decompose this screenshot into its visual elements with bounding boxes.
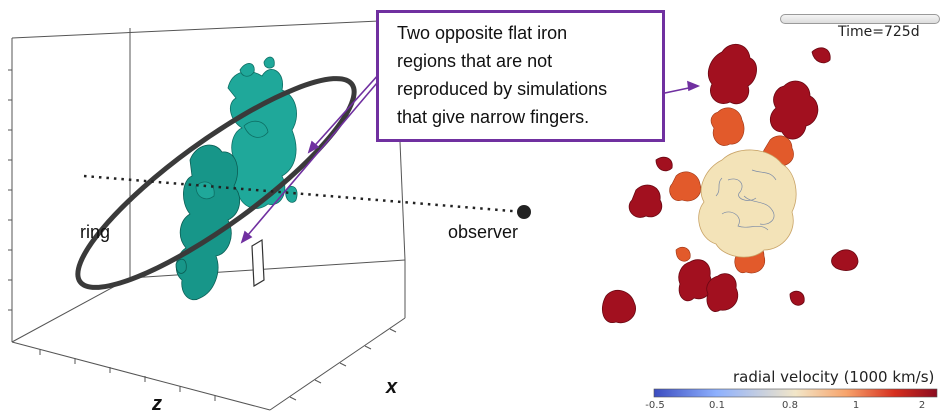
colorbar-tick: 2	[918, 400, 926, 411]
red-fingers	[602, 44, 859, 324]
simulation-render	[602, 44, 859, 324]
bounding-box	[11, 19, 406, 411]
colorbar-tick: 1	[852, 400, 860, 411]
callout-line: Two opposite flat iron	[397, 23, 568, 43]
colorbar-tick: 0.8	[782, 400, 798, 411]
colorbar	[653, 388, 938, 398]
axis-ticks	[8, 69, 397, 401]
core	[698, 149, 797, 258]
ring-label: ring	[80, 222, 111, 242]
orange-plumes	[669, 107, 794, 274]
observer-label: observer	[448, 222, 519, 242]
callout-line: that give narrow fingers.	[397, 107, 590, 127]
observer-marker	[517, 205, 531, 219]
time-slider[interactable]	[780, 14, 940, 24]
z-axis-label: z	[152, 393, 162, 415]
iron-region-upper	[227, 56, 298, 209]
colorbar-tick: 0.1	[709, 400, 725, 411]
callout-line: reproduced by simulations	[397, 79, 608, 99]
callout-box: Two opposite flat iron regions that are …	[376, 10, 665, 142]
time-label: Time=725d	[838, 24, 920, 40]
iron-region-front	[195, 120, 269, 200]
slab-marker	[251, 238, 265, 288]
colorbar-tick: -0.5	[645, 400, 665, 411]
iron-region-lower	[175, 144, 241, 301]
core-detail	[715, 169, 777, 231]
x-axis-label: x	[386, 376, 398, 398]
ring-ellipse	[75, 76, 357, 290]
callout-line: regions that are not	[397, 51, 553, 71]
colorbar-title: radial velocity (1000 km/s)	[733, 368, 935, 386]
line-of-sight	[83, 174, 525, 214]
